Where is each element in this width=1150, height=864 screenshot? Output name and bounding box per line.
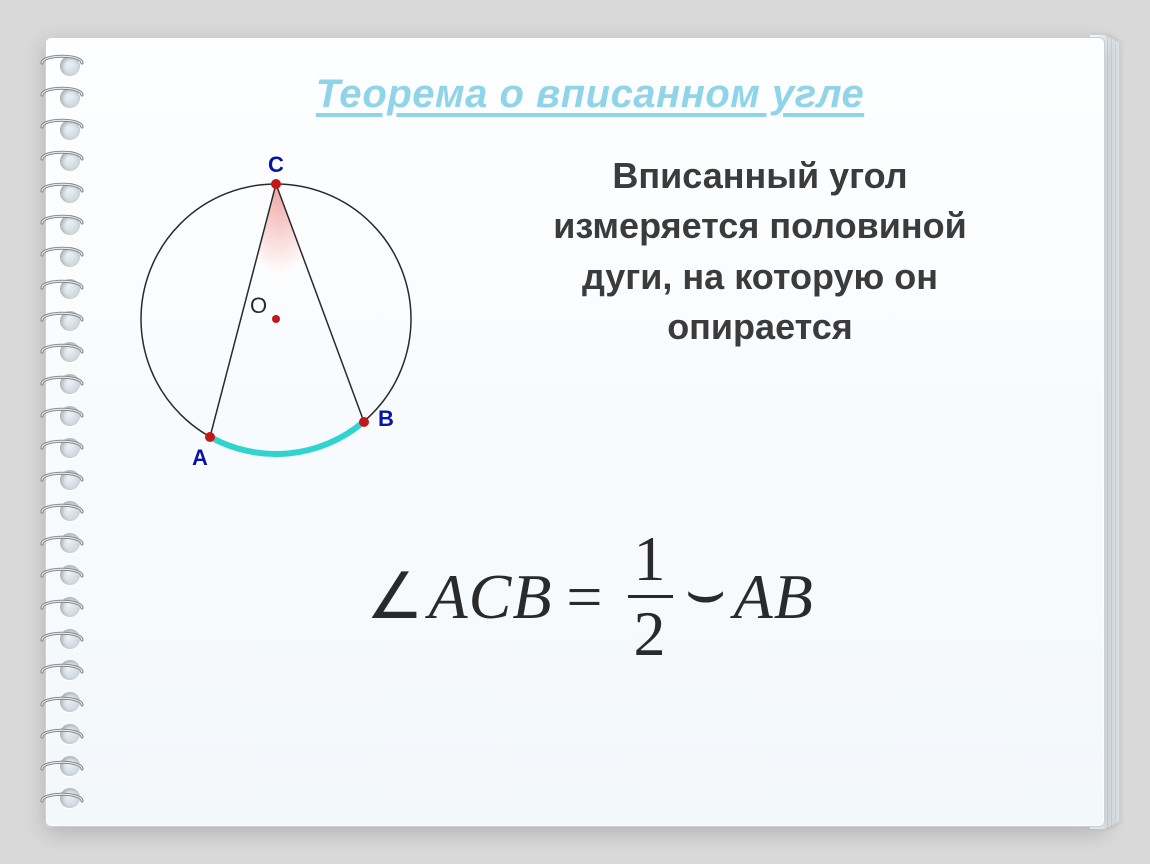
statement-line2b: половиной [769,205,966,246]
spiral-ring [38,661,86,683]
fraction: 1 2 [628,525,673,668]
statement-line2a: измеряется [553,205,769,246]
spiral-ring [38,148,86,170]
inscribed-angle-diagram: O A B C [106,129,446,489]
chord-cb [276,184,364,422]
formula: ∠ ACB = 1 2 ⌣ AB [106,525,1074,668]
spiral-ring [38,597,86,619]
spiral-ring [38,758,86,780]
spiral-binding [38,44,86,820]
center-label: O [250,293,267,318]
notebook-card: Теорема о вписанном угле [45,37,1105,827]
formula-lhs: ACB [429,560,553,634]
spiral-ring [38,501,86,523]
equals-sign: = [566,560,603,634]
spiral-ring [38,405,86,427]
body-row: O A B C Вписанный угол измеряется полови… [106,129,1074,489]
point-a-dot [205,432,215,442]
statement-line1: Вписанный угол [612,155,907,196]
spiral-ring [38,533,86,555]
spiral-ring [38,116,86,138]
page-title: Теорема о вписанном угле [106,72,1074,117]
point-b-dot [359,417,369,427]
statement-line4: опирается [667,306,853,347]
spiral-ring [38,790,86,812]
spiral-ring [38,437,86,459]
spiral-ring [38,212,86,234]
statement-line3b: , на которую он [662,256,938,297]
formula-rhs: AB [734,560,814,634]
spiral-ring [38,277,86,299]
spiral-ring [38,309,86,331]
spiral-ring [38,726,86,748]
spiral-ring [38,373,86,395]
spiral-ring [38,694,86,716]
spiral-ring [38,565,86,587]
spiral-ring [38,629,86,651]
spiral-ring [38,52,86,74]
spiral-ring [38,244,86,266]
point-c-label: C [268,152,284,177]
angle-symbol: ∠ [366,560,424,634]
spiral-ring [38,180,86,202]
fraction-denominator: 2 [628,600,673,668]
point-c-dot [271,179,281,189]
point-b-label: B [378,406,394,431]
arc-ab [211,422,363,454]
spiral-ring [38,469,86,491]
center-dot [272,315,280,323]
statement-line3a: дуги [582,256,662,297]
page: Теорема о вписанном угле [0,0,1150,864]
content-area: Теорема о вписанном угле [106,58,1074,806]
arc-symbol: ⌣ [685,554,728,628]
spiral-ring [38,341,86,363]
spiral-ring [38,84,86,106]
point-a-label: A [192,445,208,470]
theorem-statement: Вписанный угол измеряется половиной дуги… [446,129,1074,353]
fraction-numerator: 1 [628,525,673,593]
